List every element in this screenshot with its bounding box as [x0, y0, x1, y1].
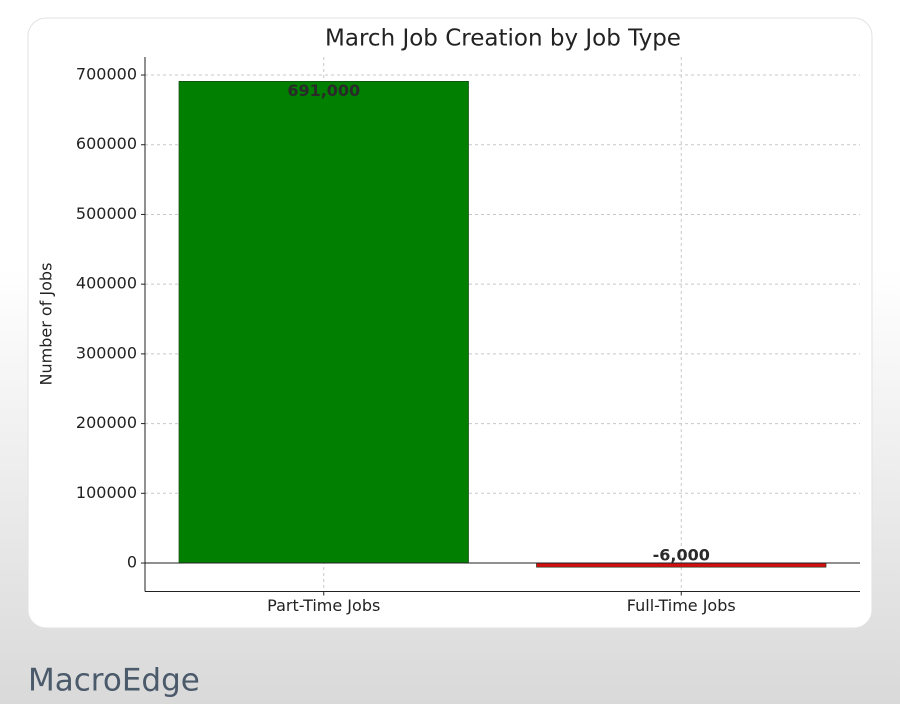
y-tick-label: 500000 — [76, 204, 137, 223]
x-tick-label: Full-Time Jobs — [627, 596, 736, 615]
watermark: MacroEdge — [28, 663, 200, 699]
y-axis-label: Number of Jobs — [37, 263, 56, 386]
x-tick-label: Part-Time Jobs — [267, 596, 380, 615]
chart-title: March Job Creation by Job Type — [325, 26, 681, 52]
y-tick-label: 100000 — [76, 483, 137, 502]
y-tick-label: 300000 — [76, 343, 137, 362]
bar — [178, 80, 469, 564]
y-tick-label: 600000 — [76, 134, 137, 153]
value-label: -6,000 — [653, 546, 710, 565]
y-tick-label: 400000 — [76, 274, 137, 293]
y-tick-label: 700000 — [76, 65, 137, 84]
y-tick-label: 0 — [127, 553, 137, 572]
y-tick-label: 200000 — [76, 413, 137, 432]
value-label: 691,000 — [287, 81, 360, 100]
